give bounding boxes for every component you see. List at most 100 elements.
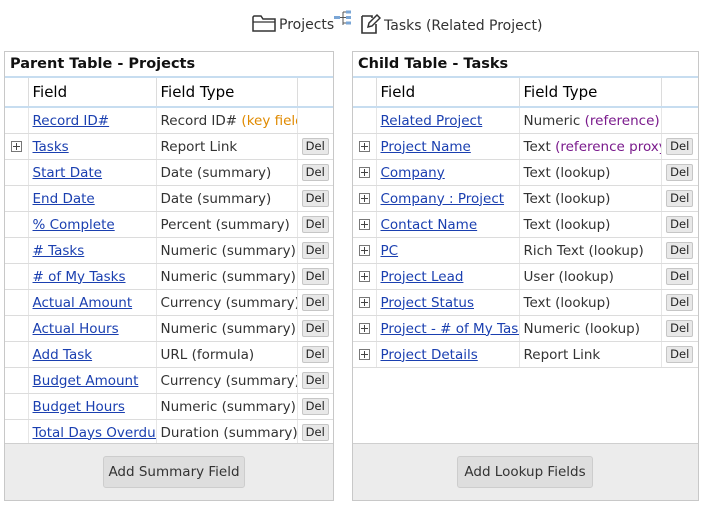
field-name-link[interactable]: Add Task bbox=[32, 346, 93, 363]
field-name-cell: PC bbox=[376, 237, 520, 264]
field-type-text: Date (summary) bbox=[160, 164, 272, 181]
expand-cell bbox=[5, 315, 29, 342]
table-row: Project Name Text (reference proxy) Del bbox=[353, 133, 698, 160]
expand-plus-icon[interactable] bbox=[358, 141, 370, 152]
field-name-link[interactable]: PC bbox=[380, 242, 399, 259]
field-type-cell: Numeric (summary) bbox=[156, 393, 298, 420]
delete-button[interactable]: Del bbox=[666, 242, 694, 259]
table-row: Project Lead User (lookup) Del bbox=[353, 263, 698, 290]
delete-cell: Del bbox=[297, 159, 333, 186]
field-type-note: (reference) bbox=[584, 112, 660, 129]
table-row: Actual Hours Numeric (summary) Del bbox=[5, 315, 333, 342]
delete-button[interactable]: Del bbox=[666, 190, 694, 207]
field-name-link[interactable]: Budget Amount bbox=[32, 372, 139, 389]
table-row: Project - # of My Tasks Numeric (lookup) D… bbox=[353, 315, 698, 342]
field-name-link[interactable]: Total Days Overdue bbox=[32, 424, 156, 441]
field-type-text: Duration (summary) bbox=[160, 424, 297, 441]
delete-button[interactable]: Del bbox=[301, 398, 329, 415]
delete-button[interactable]: Del bbox=[666, 320, 694, 337]
field-type-cell: Record ID# (key field) bbox=[156, 107, 298, 134]
expand-plus-icon[interactable] bbox=[358, 271, 370, 282]
delete-cell: Del bbox=[661, 185, 698, 212]
expand-plus-icon[interactable] bbox=[358, 245, 370, 256]
field-name-cell: Related Project bbox=[376, 107, 520, 134]
field-name-link[interactable]: Project Status bbox=[380, 294, 475, 311]
field-type-note: (reference proxy) bbox=[555, 138, 661, 155]
field-type-text: Rich Text (lookup) bbox=[523, 242, 644, 259]
expand-plus-icon[interactable] bbox=[358, 297, 370, 308]
field-column-header[interactable]: Field bbox=[28, 78, 157, 108]
field-type-text: Text (lookup) bbox=[523, 190, 611, 207]
delete-button[interactable]: Del bbox=[666, 138, 694, 155]
field-name-link[interactable]: Project Lead bbox=[380, 268, 464, 285]
field-name-link[interactable]: Actual Hours bbox=[32, 320, 119, 337]
field-type-cell: URL (formula) bbox=[156, 341, 298, 368]
field-name-link[interactable]: Actual Amount bbox=[32, 294, 133, 311]
field-name-link[interactable]: Start Date bbox=[32, 164, 103, 181]
delete-button[interactable]: Del bbox=[301, 268, 329, 285]
expand-plus-icon[interactable] bbox=[358, 323, 370, 334]
field-column-header[interactable]: Field bbox=[376, 78, 520, 108]
delete-button[interactable]: Del bbox=[666, 164, 694, 181]
expand-cell bbox=[5, 107, 29, 134]
expand-plus-icon[interactable] bbox=[358, 219, 370, 230]
delete-button[interactable]: Del bbox=[666, 268, 694, 285]
table-header-row: Field Field Type bbox=[5, 78, 333, 108]
expand-plus-icon[interactable] bbox=[358, 167, 370, 178]
field-type-note: (key field) bbox=[241, 112, 296, 129]
delete-button[interactable]: Del bbox=[301, 242, 329, 259]
expand-plus-icon[interactable] bbox=[358, 349, 370, 360]
delete-button[interactable]: Del bbox=[301, 320, 329, 337]
field-name-link[interactable]: Project - # of My Tasks bbox=[380, 320, 519, 337]
table-row: Company : Project Text (lookup) Del bbox=[353, 185, 698, 212]
field-type-cell: Currency (summary) bbox=[156, 289, 298, 316]
field-name-link[interactable]: Contact Name bbox=[380, 216, 478, 233]
field-type-cell: Text (lookup) bbox=[519, 159, 662, 186]
relationship-header: Projects Tasks (Related Project) bbox=[0, 10, 706, 40]
field-type-text: Text bbox=[523, 138, 551, 155]
expand-cell bbox=[353, 107, 377, 134]
field-type-column-header[interactable]: Field Type bbox=[156, 78, 298, 108]
delete-button[interactable]: Del bbox=[666, 216, 694, 233]
field-name-link[interactable]: Project Details bbox=[380, 346, 478, 363]
field-type-column-header[interactable]: Field Type bbox=[519, 78, 662, 108]
add-lookup-fields-button[interactable]: Add Lookup Fields bbox=[457, 456, 593, 488]
field-name-cell: End Date bbox=[28, 185, 157, 212]
delete-button[interactable]: Del bbox=[666, 294, 694, 311]
relationship-icon bbox=[334, 10, 352, 28]
expand-cell bbox=[353, 289, 377, 316]
field-name-link[interactable]: # of My Tasks bbox=[32, 268, 126, 285]
field-name-link[interactable]: Related Project bbox=[380, 112, 483, 129]
field-name-link[interactable]: % Complete bbox=[32, 216, 115, 233]
field-name-link[interactable]: # Tasks bbox=[32, 242, 85, 259]
delete-button[interactable]: Del bbox=[301, 294, 329, 311]
expand-plus-icon[interactable] bbox=[358, 193, 370, 204]
expand-plus-icon[interactable] bbox=[10, 141, 22, 152]
field-name-cell: Record ID# bbox=[28, 107, 157, 134]
expand-column-header bbox=[5, 78, 29, 108]
field-name-link[interactable]: Company : Project bbox=[380, 190, 505, 207]
field-name-cell: Project Status bbox=[376, 289, 520, 316]
table-header-row: Field Field Type bbox=[353, 78, 698, 108]
parent-table-panel: Parent Table - Projects Field Field Type… bbox=[4, 51, 334, 501]
delete-button[interactable]: Del bbox=[301, 216, 329, 233]
delete-button[interactable]: Del bbox=[301, 138, 329, 155]
delete-button[interactable]: Del bbox=[301, 346, 329, 363]
delete-button[interactable]: Del bbox=[666, 346, 694, 363]
field-name-link[interactable]: End Date bbox=[32, 190, 95, 207]
field-name-link[interactable]: Record ID# bbox=[32, 112, 110, 129]
field-type-text: Currency (summary) bbox=[160, 294, 297, 311]
field-name-link[interactable]: Budget Hours bbox=[32, 398, 125, 415]
delete-button[interactable]: Del bbox=[301, 372, 329, 389]
field-name-link[interactable]: Project Name bbox=[380, 138, 471, 155]
add-summary-field-button[interactable]: Add Summary Field bbox=[103, 456, 245, 488]
delete-button[interactable]: Del bbox=[301, 424, 329, 441]
field-type-cell: Percent (summary) bbox=[156, 211, 298, 238]
field-type-cell: Date (summary) bbox=[156, 159, 298, 186]
delete-button[interactable]: Del bbox=[301, 164, 329, 181]
field-name-link[interactable]: Company bbox=[380, 164, 445, 181]
table-row: Project Status Text (lookup) Del bbox=[353, 289, 698, 316]
field-name-link[interactable]: Tasks bbox=[32, 138, 69, 155]
delete-button[interactable]: Del bbox=[301, 190, 329, 207]
parent-table-name: Projects bbox=[279, 17, 335, 33]
